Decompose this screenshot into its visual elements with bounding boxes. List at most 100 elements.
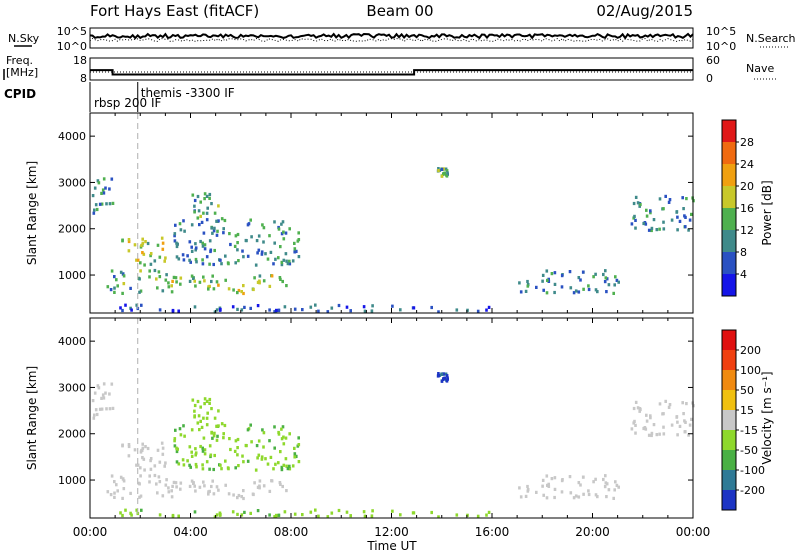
power-cell (129, 286, 132, 290)
beam-title: Beam 00 (366, 2, 433, 20)
velocity-cell (121, 513, 124, 518)
power-cell (217, 204, 220, 208)
velocity-cell (194, 453, 197, 457)
power-cell (155, 277, 158, 281)
velocity-cell (201, 449, 205, 453)
power-cell (301, 308, 304, 312)
power-cell (111, 201, 115, 205)
power-cell (194, 284, 197, 288)
power-cell (412, 306, 416, 310)
velocity-cell (668, 403, 672, 407)
velocity-cell (140, 448, 143, 453)
velocity-colorbar-swatch (722, 330, 736, 350)
velocity-cell (675, 415, 678, 419)
velocity-cell (642, 426, 645, 431)
power-cell (199, 239, 202, 244)
velocity-cell (158, 480, 162, 484)
velocity-cell (183, 434, 186, 438)
power-cell (210, 202, 213, 206)
power-cell (122, 282, 126, 286)
power-cell (297, 238, 301, 242)
velocity-cell (270, 479, 274, 483)
power-cell (273, 220, 276, 224)
velocity-cell (190, 450, 193, 454)
freq-left-tick-top: 18 (73, 54, 87, 67)
power-cell (293, 247, 297, 251)
power-cell (173, 234, 176, 238)
velocity-cell (309, 510, 313, 514)
velocity-cell (277, 432, 281, 436)
power-cell (613, 283, 616, 287)
velocity-cell (94, 408, 98, 412)
power-cell (98, 202, 102, 206)
time-tick-label: 08:00 (274, 525, 309, 539)
power-cell (94, 203, 98, 207)
power-cell (639, 202, 642, 207)
power-cell (526, 279, 529, 284)
velocity-cell (337, 508, 341, 513)
power-cell (149, 254, 152, 258)
power-colorbar-tick-label: 28 (740, 136, 754, 149)
velocity-cell (229, 447, 232, 452)
velocity-cell (205, 399, 209, 403)
power-cell (285, 284, 288, 288)
power-cell (182, 258, 186, 262)
power-cell (220, 217, 224, 221)
velocity-cell (280, 468, 284, 472)
power-cell (215, 308, 219, 312)
velocity-cell (587, 489, 590, 493)
velocity-cell (650, 431, 654, 435)
power-cell (262, 279, 266, 283)
velocity-cell (574, 494, 578, 498)
power-cell (173, 232, 177, 236)
velocity-y-tick-label: 4000 (58, 335, 86, 348)
noise-search-trace (89, 37, 694, 43)
velocity-cell (141, 446, 145, 450)
velocity-colorbar-tick-label: 50 (740, 384, 754, 397)
velocity-cell (102, 382, 106, 386)
power-cell (519, 290, 523, 294)
power-cell (110, 269, 114, 273)
velocity-cell (261, 428, 264, 432)
velocity-cell (198, 428, 201, 432)
noise-sky-label: N.Sky (8, 32, 40, 45)
velocity-cell (227, 467, 230, 471)
velocity-cell (206, 411, 209, 415)
power-cell (196, 194, 200, 199)
velocity-cell (476, 514, 480, 518)
power-cell (212, 262, 215, 267)
velocity-colorbar: 200 100 50 15 -15 -50 -100 -200 (721, 329, 765, 511)
power-cell (281, 220, 285, 224)
power-cell (195, 260, 198, 264)
power-cell (684, 225, 687, 229)
velocity-cell (242, 489, 245, 493)
velocity-cell (655, 433, 659, 437)
power-cell (171, 279, 174, 283)
velocity-cell (105, 407, 108, 411)
velocity-cell (201, 463, 204, 467)
velocity-cell (141, 442, 144, 446)
velocity-cell (167, 486, 170, 490)
velocity-cell (297, 460, 301, 464)
velocity-cell (282, 435, 285, 439)
velocity-cell (615, 483, 619, 487)
velocity-cell (149, 457, 153, 461)
power-cell (664, 194, 667, 198)
velocity-cell (272, 467, 275, 471)
velocity-cell (613, 488, 616, 492)
power-cell (202, 275, 205, 279)
velocity-cell (135, 508, 138, 512)
velocity-cell (602, 477, 605, 482)
velocity-cell (639, 407, 642, 412)
power-cell (158, 255, 162, 259)
power-cell (581, 270, 585, 274)
power-cell (633, 214, 636, 218)
velocity-cell (144, 445, 147, 449)
velocity-cell (203, 402, 206, 406)
velocity-cell (273, 425, 276, 429)
power-cell (485, 308, 488, 312)
power-cell (194, 248, 197, 252)
velocity-cell (647, 433, 651, 437)
velocity-cell (200, 425, 204, 429)
power-cell (173, 239, 177, 243)
